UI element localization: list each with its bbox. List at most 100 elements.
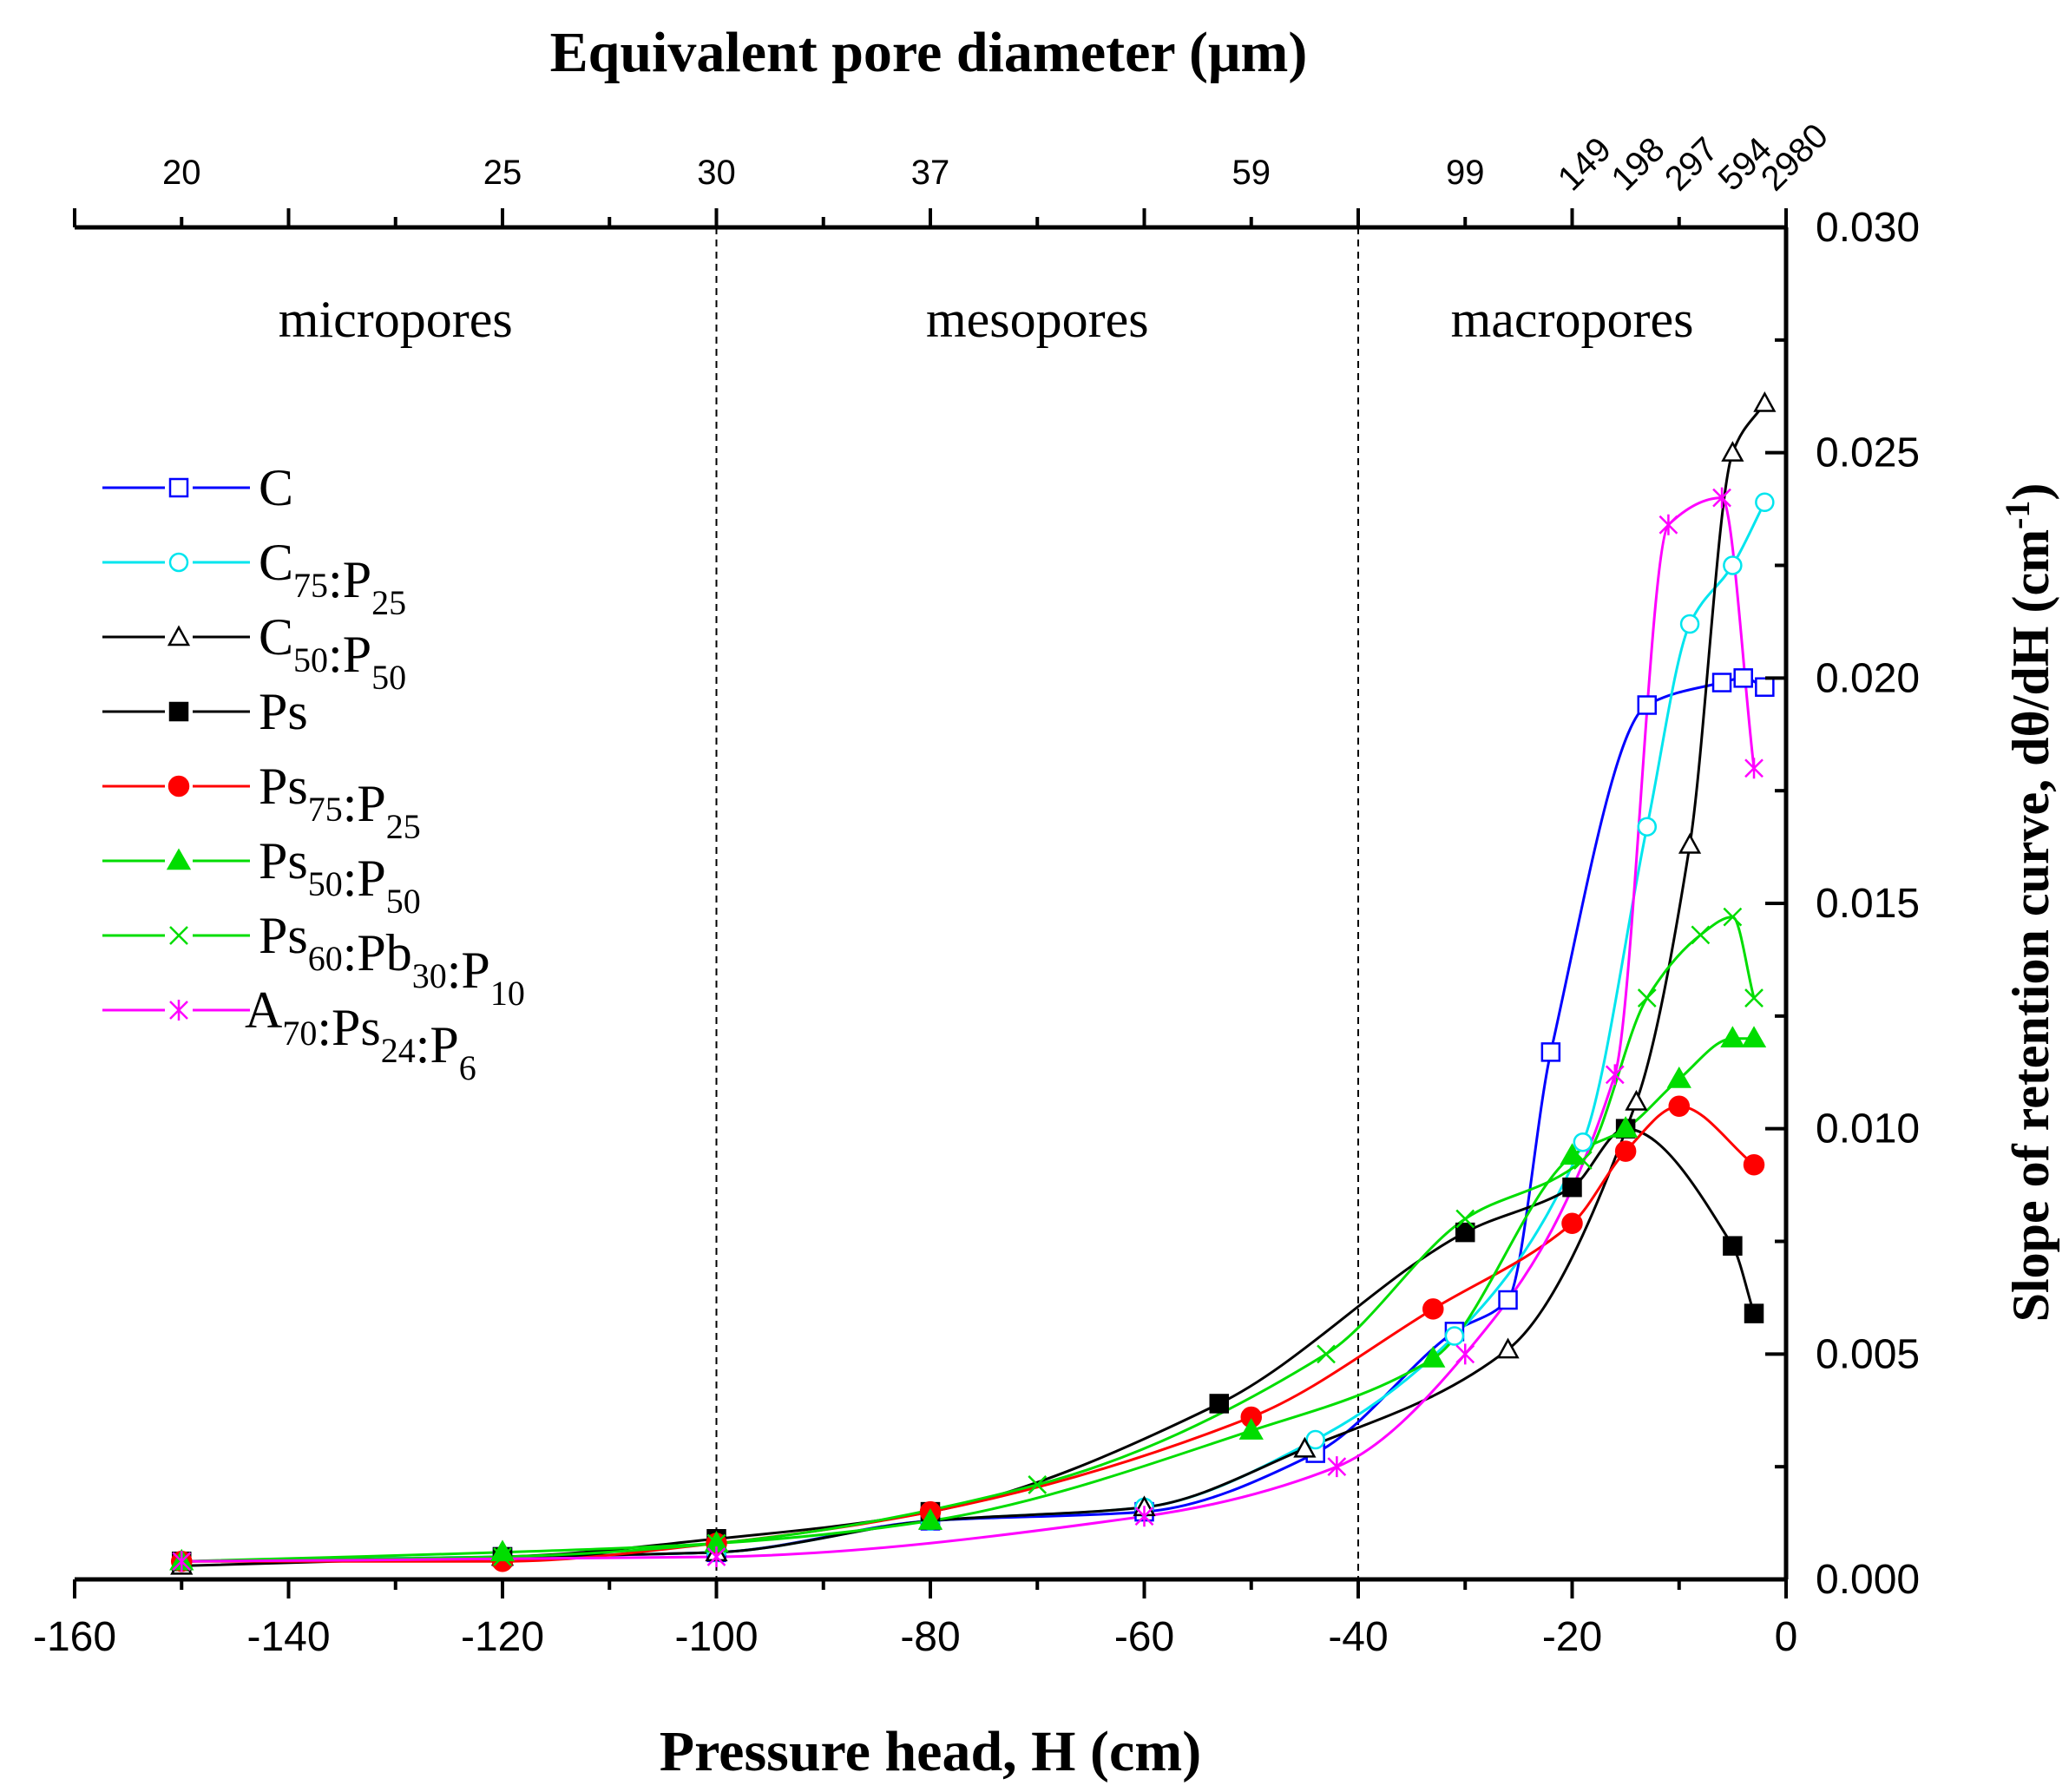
legend-label: C50:P50	[259, 608, 406, 697]
data-markers	[169, 391, 1777, 1575]
legend-label: C	[259, 459, 293, 516]
top-tick-label: 37	[911, 154, 950, 192]
x-tick-label: -60	[1114, 1614, 1174, 1660]
data-point-a70-ps24-p6	[1712, 487, 1731, 509]
legend-label: Ps75:P25	[259, 758, 421, 846]
data-point-ps50-p50	[917, 1507, 943, 1530]
legend-marker	[168, 701, 189, 722]
data-point-ps60-pb30-p10	[1744, 988, 1764, 1008]
x-tick-label: -100	[674, 1614, 758, 1660]
region-label-micropores: micropores	[279, 291, 513, 348]
series-ps60-pb30-p10	[172, 907, 1764, 1572]
data-point-a70-ps24-p6	[172, 1551, 192, 1572]
top-tick-label: 149	[1551, 130, 1619, 198]
region-boundaries	[715, 227, 1359, 1579]
data-point-a70-ps24-p6	[1455, 1343, 1475, 1365]
legend-item-ps50-p50: Ps50:P50	[102, 832, 421, 921]
data-point-a70-ps24-p6	[706, 1546, 726, 1568]
legend-label: A70:Ps24:P6	[245, 981, 476, 1087]
legend-marker	[168, 477, 189, 498]
region-label-macropores: macropores	[1451, 291, 1694, 348]
y-tick-label: 0.005	[1816, 1331, 1920, 1377]
y-tick-label: 0.020	[1816, 655, 1920, 701]
legend-item-a70-ps24-p6: A70:Ps24:P6	[102, 981, 476, 1087]
data-point-a70-ps24-p6	[1605, 1064, 1625, 1086]
data-point-ps60-pb30-p10	[1573, 1151, 1593, 1170]
legend-label: Ps	[259, 683, 308, 740]
data-point-a70-ps24-p6	[1658, 514, 1678, 535]
data-point-ps75-p25	[1614, 1140, 1637, 1162]
series-c	[172, 668, 1775, 1572]
data-point-ps	[1562, 1177, 1582, 1198]
legend-marker	[166, 848, 192, 870]
top-tick-label: 25	[483, 154, 522, 192]
y-tick-label: 0.015	[1816, 881, 1920, 927]
data-point-c50-p50	[1625, 1089, 1648, 1111]
x-tick-label: -140	[246, 1614, 330, 1660]
data-point-ps60-pb30-p10	[1723, 907, 1743, 927]
x-tick-label: -20	[1542, 1614, 1602, 1660]
x-tick-label: -120	[461, 1614, 544, 1660]
x-tick-label: 0	[1775, 1614, 1798, 1660]
top-tick-label: 198	[1604, 130, 1672, 198]
legend-item-c: C	[102, 459, 293, 516]
legend-marker	[167, 625, 191, 647]
data-point-c50-p50	[1678, 832, 1702, 854]
top-tick-label: 99	[1446, 154, 1485, 192]
legend-label: Ps50:P50	[259, 832, 421, 921]
data-point-c	[1637, 695, 1658, 715]
data-point-ps75-p25	[1561, 1212, 1583, 1234]
data-point-ps60-pb30-p10	[493, 1547, 512, 1566]
data-point-ps	[1209, 1394, 1230, 1414]
legend-label: C75:P25	[259, 534, 406, 622]
data-point-a70-ps24-p6	[1134, 1506, 1154, 1527]
data-point-c75-p25	[1755, 492, 1775, 513]
legend-item-ps75-p25: Ps75:P25	[102, 758, 421, 846]
data-point-c	[1498, 1290, 1518, 1310]
data-point-ps50-p50	[1613, 1116, 1639, 1138]
data-point-c	[1540, 1042, 1561, 1062]
x-tick-label: -80	[900, 1614, 960, 1660]
legend-item-ps: Ps	[102, 683, 308, 740]
data-point-ps	[1455, 1222, 1475, 1243]
legend-marker	[168, 552, 189, 573]
x-tick-label: -40	[1328, 1614, 1388, 1660]
data-point-c75-p25	[1679, 614, 1700, 634]
data-point-ps50-p50	[1238, 1418, 1264, 1440]
data-point-a70-ps24-p6	[1744, 758, 1764, 779]
axes	[73, 208, 1789, 1598]
data-point-ps75-p25	[1743, 1153, 1765, 1176]
data-point-c75-p25	[1444, 1326, 1465, 1346]
data-point-ps60-pb30-p10	[706, 1533, 726, 1553]
data-point-ps	[1744, 1303, 1764, 1323]
curve-ps60-pb30-p10	[181, 916, 1756, 1563]
legend-item-ps60-pb30-p10: Ps60:Pb30:P10	[102, 907, 525, 1013]
y-axis-title: Slope of retention curve, dθ/dH (cm-1)	[1998, 483, 2059, 1323]
data-point-ps60-pb30-p10	[1691, 925, 1711, 945]
data-point-c	[1755, 677, 1775, 697]
data-point-ps60-pb30-p10	[1637, 988, 1657, 1008]
legend-marker	[169, 1000, 188, 1021]
data-point-ps50-p50	[1741, 1026, 1767, 1048]
data-point-c75-p25	[1637, 817, 1658, 837]
data-point-c75-p25	[1305, 1429, 1325, 1450]
data-point-ps50-p50	[1720, 1026, 1745, 1048]
data-point-ps75-p25	[1422, 1298, 1444, 1320]
top-tick-label: 59	[1232, 154, 1271, 192]
chart-title: Equivalent pore diameter (μm)	[550, 21, 1308, 84]
y-tick-label: 0.000	[1816, 1557, 1920, 1603]
data-point-c	[1711, 673, 1732, 693]
data-point-ps75-p25	[1668, 1095, 1690, 1117]
y-tick-label: 0.025	[1816, 430, 1920, 476]
data-point-c75-p25	[1723, 555, 1743, 575]
series-ps50-p50	[169, 1026, 1767, 1571]
x-tick-label: -160	[33, 1614, 116, 1660]
data-point-c50-p50	[1293, 1436, 1317, 1458]
x-axis-title: Pressure head, H (cm)	[660, 1720, 1201, 1783]
data-point-ps	[1723, 1236, 1743, 1256]
top-tick-label: 30	[697, 154, 736, 192]
legend-marker	[169, 926, 188, 945]
legend-item-c50-p50: C50:P50	[102, 608, 406, 697]
data-point-c75-p25	[1573, 1132, 1593, 1152]
